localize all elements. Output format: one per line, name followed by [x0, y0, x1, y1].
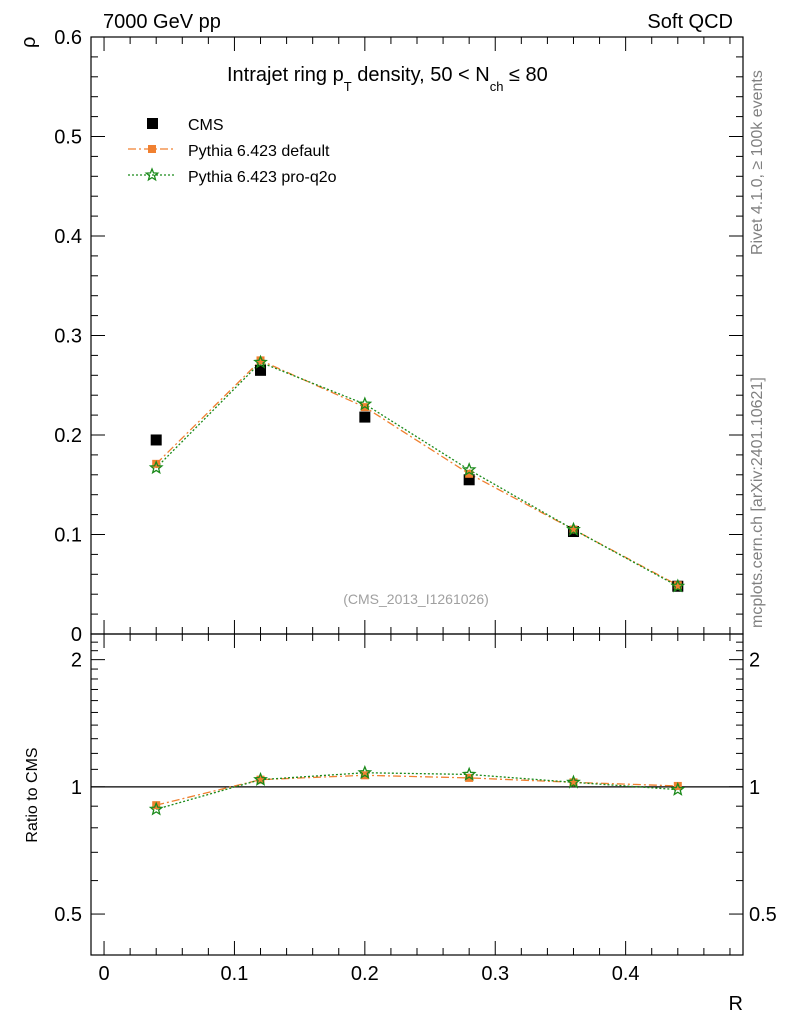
- x-axis-label: R: [729, 993, 743, 1015]
- legend-marker-proq2o: [144, 167, 160, 182]
- x-tick-label: 0.1: [221, 963, 249, 985]
- ratio-plot-frame: [90, 633, 744, 956]
- ratio-y-tick-label-left: 0.5: [54, 904, 82, 926]
- x-tick-label: 0.2: [351, 963, 379, 985]
- title-sub-ch: ch: [490, 79, 504, 94]
- legend-label-default: Pythia 6.423 default: [188, 143, 330, 160]
- data-point-default: [256, 356, 265, 365]
- title-end: ≤ 80: [503, 64, 547, 86]
- ratio-point-default: [569, 778, 578, 787]
- data-point-proq2o: [357, 396, 373, 411]
- data-point-default: [673, 581, 682, 590]
- x-tick-label: 0.3: [481, 963, 509, 985]
- data-point-default: [465, 469, 474, 478]
- legend: CMS Pythia 6.423 default Pythia 6.423 pr…: [128, 117, 337, 186]
- ratio-point-proq2o: [148, 801, 164, 816]
- y-tick-label: 0.3: [54, 326, 82, 348]
- analysis-watermark: (CMS_2013_I1261026): [343, 591, 489, 607]
- ratio-y-tick-label-right: 2: [749, 650, 760, 672]
- data-point-cms: [359, 411, 371, 423]
- ratio-point-proq2o: [253, 771, 268, 786]
- ratio-point-proq2o: [461, 766, 477, 781]
- energy-label: 7000 GeV pp: [103, 11, 221, 33]
- data-point-proq2o: [253, 354, 268, 369]
- category-label: Soft QCD: [647, 11, 733, 33]
- ratio-y-tick-label-left: 2: [71, 650, 82, 672]
- data-point-proq2o: [566, 521, 581, 536]
- y-tick-label: 0: [71, 624, 82, 646]
- data-point-cms: [150, 434, 162, 446]
- main-plot-ticks: 0 0.1 0.2 0.3 0.4 0.5 0.6: [54, 27, 743, 646]
- ratio-point-default: [465, 773, 474, 782]
- rivet-label: Rivet 4.1.0, ≥ 100k events: [749, 70, 766, 255]
- legend-marker-default: [148, 145, 156, 153]
- main-y-axis-label: ρ: [18, 37, 40, 48]
- x-tick-label: 0.4: [612, 963, 640, 985]
- data-point-default: [569, 525, 578, 534]
- title-main: Intrajet ring p: [227, 64, 344, 86]
- y-tick-label: 0.6: [54, 27, 82, 49]
- data-point-cms: [463, 474, 475, 486]
- ratio-y-axis-label: Ratio to CMS: [24, 747, 41, 842]
- data-point-proq2o: [148, 460, 164, 475]
- ratio-y-tick-label-left: 1: [71, 777, 82, 799]
- y-tick-label: 0.5: [54, 127, 82, 149]
- data-point-cms: [255, 364, 267, 376]
- ratio-line-1: [156, 772, 678, 810]
- title-mid: density, 50 < N: [352, 64, 490, 86]
- data-point-proq2o: [461, 462, 477, 477]
- y-tick-label: 0.2: [54, 425, 82, 447]
- main-plot-title: Intrajet ring pT density, 50 < Nch ≤ 80: [227, 64, 548, 94]
- ratio-point-proq2o: [357, 764, 373, 780]
- ratio-plot-border: [90, 633, 744, 956]
- title-sub-t: T: [344, 79, 352, 94]
- series-line-2: [155, 361, 679, 587]
- ratio-point-default: [673, 781, 682, 790]
- ratio-point-proq2o: [566, 774, 581, 789]
- ratio-y-tick-label-right: 1: [749, 777, 760, 799]
- data-point-proq2o: [670, 578, 686, 593]
- mcplots-label: mcplots.cern.ch [arXiv:2401.10621]: [749, 377, 766, 628]
- y-tick-label: 0.4: [54, 226, 82, 248]
- main-plot-series: [148, 354, 686, 593]
- series-line-1: [155, 359, 679, 586]
- x-tick-label: 0: [98, 963, 109, 985]
- y-tick-label: 0.1: [54, 525, 82, 547]
- ratio-point-default: [152, 801, 161, 810]
- ratio-y-tick-label-right: 0.5: [749, 904, 777, 926]
- legend-label-cms: CMS: [188, 117, 224, 134]
- legend-label-proq2o: Pythia 6.423 pro-q2o: [188, 169, 337, 186]
- ratio-point-default: [256, 775, 265, 784]
- ratio-plot-ticks: 0.5 0.5 1 1 2 2 0 0.1 0.2 0.3 0.4: [54, 634, 777, 985]
- ratio-plot-series: [148, 764, 686, 816]
- ratio-line-0: [156, 774, 678, 806]
- ratio-point-proq2o: [670, 781, 686, 796]
- data-point-default: [152, 459, 161, 468]
- legend-marker-cms: [147, 118, 158, 129]
